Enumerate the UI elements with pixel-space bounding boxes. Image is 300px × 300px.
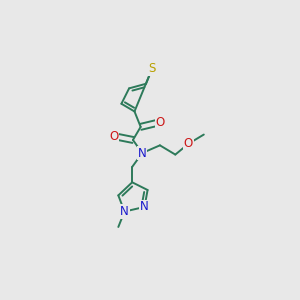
Text: S: S	[148, 62, 156, 75]
Text: O: O	[109, 130, 118, 142]
Text: N: N	[120, 205, 129, 218]
Text: O: O	[155, 116, 164, 129]
Text: N: N	[138, 146, 147, 160]
Text: O: O	[184, 137, 193, 150]
Text: N: N	[140, 200, 149, 213]
